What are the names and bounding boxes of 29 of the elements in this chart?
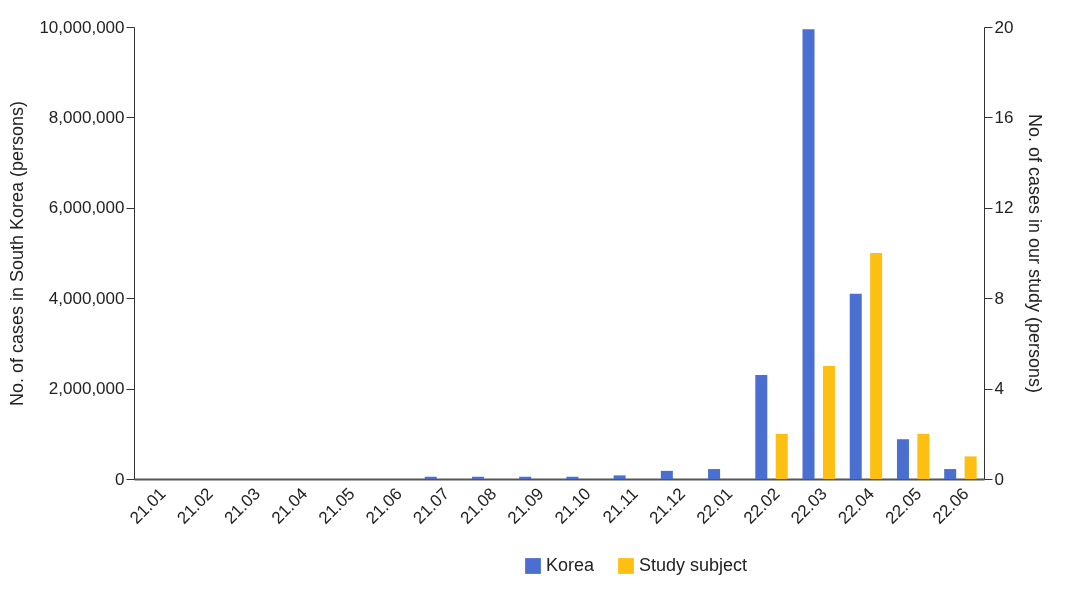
- bar: [964, 456, 977, 479]
- y-tick-label: 8,000,000: [48, 107, 125, 127]
- bar: [917, 433, 930, 479]
- y-tick-label: 10,000,000: [39, 17, 125, 37]
- legend-label: Study subject: [639, 555, 748, 575]
- bar: [755, 375, 768, 479]
- y2-axis-title: No. of cases in our study (persons): [1025, 113, 1046, 394]
- y-tick-label: 2,000,000: [48, 379, 125, 399]
- y-axis-title: No. of cases in South Korea (persons): [7, 100, 28, 407]
- bar: [822, 366, 835, 479]
- bar: [613, 475, 626, 479]
- bar: [896, 439, 909, 479]
- bar: [775, 433, 788, 479]
- bar: [849, 293, 862, 479]
- y2-tick-label: 0: [994, 469, 1004, 489]
- bar: [944, 469, 957, 479]
- legend-label: Korea: [546, 555, 596, 575]
- y-tick-label: 6,000,000: [48, 198, 125, 218]
- y2-tick-label: 8: [994, 288, 1004, 308]
- bar: [708, 469, 721, 479]
- y2-tick-label: 16: [994, 107, 1014, 127]
- y2-tick-label: 12: [994, 198, 1014, 218]
- y2-tick-label: 20: [994, 17, 1014, 37]
- bar: [870, 253, 883, 479]
- y-tick-label: 0: [115, 469, 125, 489]
- bar: [660, 470, 673, 479]
- bar: [802, 29, 815, 479]
- y-tick-label: 4,000,000: [48, 288, 125, 308]
- y2-tick-label: 4: [994, 379, 1004, 399]
